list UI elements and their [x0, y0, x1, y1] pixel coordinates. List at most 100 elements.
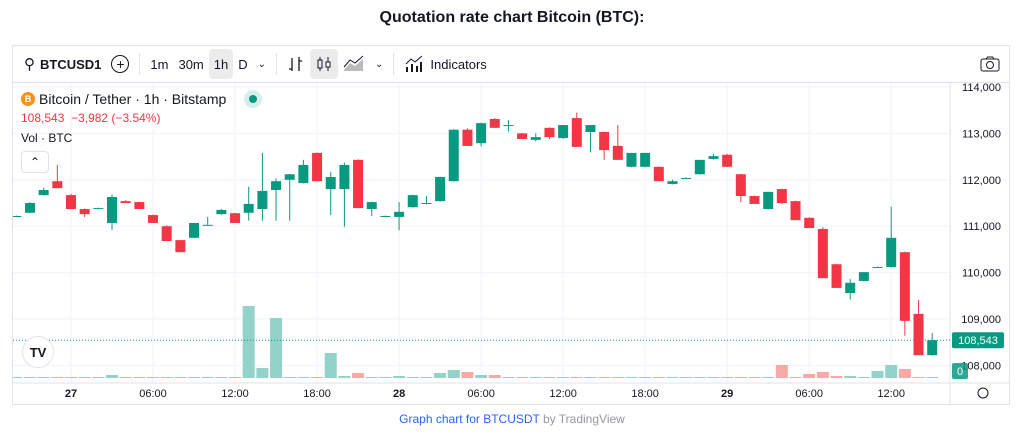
candle-body [339, 164, 350, 190]
volume-bar [324, 353, 337, 378]
candle-body [161, 226, 172, 242]
y-tick-label: 111,000 [963, 221, 1001, 233]
candle-body [107, 196, 118, 223]
candles-style-button[interactable] [310, 49, 339, 79]
candle-body [749, 196, 760, 204]
footer-link[interactable]: Graph chart for BTCUSDT [399, 412, 540, 426]
candle-body [13, 215, 22, 217]
candle-body [407, 195, 418, 208]
symbol-search[interactable]: ⚲ BTCUSD1 [19, 49, 106, 79]
divider [276, 53, 278, 75]
price-change: −3,982 (−3.54%) [71, 111, 161, 125]
volume-bar [475, 375, 488, 378]
volume-bar [857, 377, 870, 378]
candle-body [544, 127, 555, 138]
candle-body [886, 237, 897, 268]
indicators-label: Indicators [430, 56, 487, 72]
volume-bar [461, 372, 474, 378]
candle-body [271, 181, 282, 191]
volume-bar [78, 377, 91, 378]
volume-bar [13, 377, 23, 378]
volume-bar [65, 377, 77, 378]
candles-icon [317, 57, 331, 71]
chart-widget: ⚲ BTCUSD1 + 1m 30m 1h D ⌄ ⌄ Indicators 1… [12, 45, 1010, 405]
volume-bar [707, 377, 720, 378]
volume-bar [420, 377, 433, 378]
volume-bar [611, 377, 624, 378]
x-tick-label: 06:00 [795, 388, 823, 400]
candle-body [230, 213, 241, 223]
interval-30m[interactable]: 30m [178, 56, 204, 72]
candle-body [694, 159, 705, 175]
candle-body [722, 154, 733, 167]
search-icon: ⚲ [24, 56, 35, 73]
volume-bar [926, 377, 939, 378]
interval-dropdown[interactable]: ⌄ [253, 49, 271, 79]
candle-body [489, 119, 500, 128]
symbol-description: Bitcoin / Tether · 1h · Bitstamp [39, 91, 227, 107]
volume-bar [393, 376, 406, 378]
candle-body [380, 215, 391, 217]
divider [393, 53, 395, 75]
volume-bar [584, 377, 597, 378]
candle-body [653, 166, 664, 182]
chart-type-dropdown[interactable]: ⌄ [370, 49, 388, 79]
volume-bar [270, 318, 283, 378]
volume-bar [242, 306, 255, 378]
x-tick-label: 18:00 [303, 388, 331, 400]
candle-body [831, 264, 842, 288]
last-price-badge-text: 108,543 [958, 335, 998, 347]
volume-bar [721, 377, 734, 378]
volume-bar [652, 377, 665, 378]
candle-body [325, 177, 336, 190]
area-style-button[interactable] [338, 49, 370, 79]
volume-bar [51, 377, 64, 378]
interval-d[interactable]: D [238, 56, 248, 72]
candle-body [134, 202, 145, 210]
interval-1h[interactable]: 1h [208, 49, 234, 79]
y-tick-label: 113,000 [962, 128, 1001, 140]
volume-bar [365, 377, 378, 378]
volume-bar [434, 373, 447, 378]
volume-badge-text: 0 [957, 366, 963, 378]
candle-body [66, 195, 76, 210]
price-chart[interactable]: 114,000 113,000 112,000 111,000 110,000 109,0… [13, 83, 1009, 405]
candle-body [38, 190, 49, 196]
volume-legend: Vol · BTC [21, 131, 73, 145]
candle-body [503, 125, 514, 127]
camera-icon [980, 56, 1000, 72]
chart-toolbar: ⚲ BTCUSD1 + 1m 30m 1h D ⌄ ⌄ Indicators [13, 46, 1009, 83]
x-tick-label: 06:00 [139, 388, 167, 400]
divider [139, 53, 141, 75]
volume-bar [625, 377, 638, 378]
page-title: Quotation rate chart Bitcoin (BTC): [379, 9, 645, 26]
settings-icon[interactable] [977, 387, 989, 399]
volume-bar [639, 377, 652, 378]
candle-body [175, 240, 186, 253]
indicators-button[interactable]: Indicators [399, 49, 491, 79]
bars-style-button[interactable] [282, 49, 310, 79]
volume-bar [898, 369, 911, 378]
x-tick-label: 12:00 [877, 388, 905, 400]
candle-body [735, 174, 746, 197]
x-tick-label: 12:00 [221, 388, 249, 400]
screenshot-button[interactable] [975, 49, 1005, 79]
candle-body [312, 152, 323, 182]
area-chart-icon [343, 55, 364, 71]
volume-bar [693, 377, 706, 378]
compare-button[interactable]: + [106, 49, 134, 79]
last-price-badge [952, 332, 1004, 349]
volume-bar [598, 377, 611, 378]
volume-bar [502, 377, 515, 378]
candle-body [640, 152, 651, 167]
volume-bar [734, 377, 747, 378]
y-tick-label: 110,000 [962, 268, 1001, 280]
interval-1m[interactable]: 1m [150, 56, 169, 72]
candle-body [817, 228, 828, 279]
collapse-legend-button[interactable]: ⌃ [21, 151, 49, 173]
indicators-icon [406, 55, 423, 72]
candle-body [667, 181, 678, 184]
tradingview-logo[interactable]: TV [22, 336, 54, 368]
volume-bar [447, 370, 460, 378]
x-tick-label: 18:00 [631, 388, 659, 400]
